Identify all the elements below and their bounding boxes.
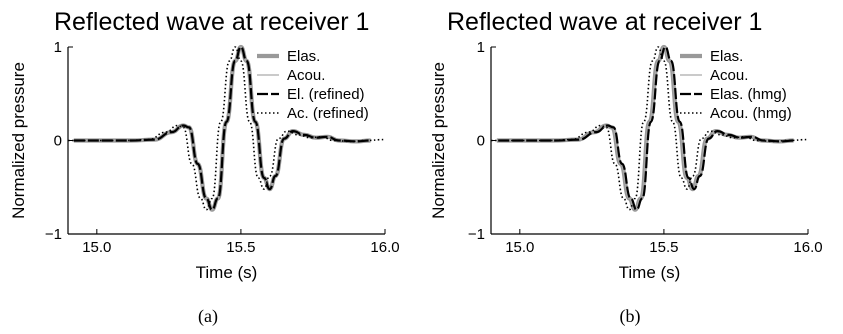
legend-label-4: Ac. (refined) <box>287 105 369 122</box>
series-line-3 <box>73 45 371 211</box>
x-axis-label: Time (s) <box>619 263 681 282</box>
x-tick-label: 16.0 <box>793 239 822 256</box>
legend-label-2: Acou. <box>710 67 748 84</box>
chart-panel-2: Reflected wave at receiver 1 1 0 −1 15.0 15.5… <box>429 8 823 327</box>
x-tick-label: 15.0 <box>82 239 111 256</box>
legend-label-2: Acou. <box>287 67 325 84</box>
chart-panel-1: Reflected wave at receiver 1 1 0 −1 15.0 15.5… <box>9 8 400 327</box>
series-line-1 <box>73 44 371 212</box>
x-tick-label: 16.0 <box>370 239 399 256</box>
x-tick-label: 15.5 <box>649 239 678 256</box>
chart-title: Reflected wave at receiver 1 <box>54 8 369 36</box>
series-line-4 <box>68 46 386 211</box>
legend-label-4: Acou. (hmg) <box>710 105 792 122</box>
x-tick-label: 15.0 <box>505 239 534 256</box>
series-line-4 <box>491 46 809 211</box>
legend-label-1: Elas. <box>287 48 320 65</box>
panel-caption: (b) <box>620 306 641 327</box>
x-tick-label: 15.5 <box>226 239 255 256</box>
legend-label-1: Elas. <box>710 48 743 65</box>
y-tick-label: −1 <box>468 226 485 243</box>
y-axis-label: Normalized pressure <box>9 62 28 219</box>
series-line-3 <box>498 45 796 211</box>
y-tick-label: 0 <box>54 133 62 150</box>
chart-title: Reflected wave at receiver 1 <box>447 8 762 36</box>
y-tick-label: 1 <box>477 39 485 56</box>
legend-label-3: Elas. (hmg) <box>710 86 787 103</box>
legend-label-3: El. (refined) <box>287 86 365 103</box>
y-tick-label: −1 <box>45 226 62 243</box>
y-tick-label: 1 <box>54 39 62 56</box>
panel-caption: (a) <box>198 306 218 327</box>
y-axis-label: Normalized pressure <box>429 62 448 219</box>
y-tick-label: 0 <box>477 133 485 150</box>
x-axis-label: Time (s) <box>196 263 258 282</box>
